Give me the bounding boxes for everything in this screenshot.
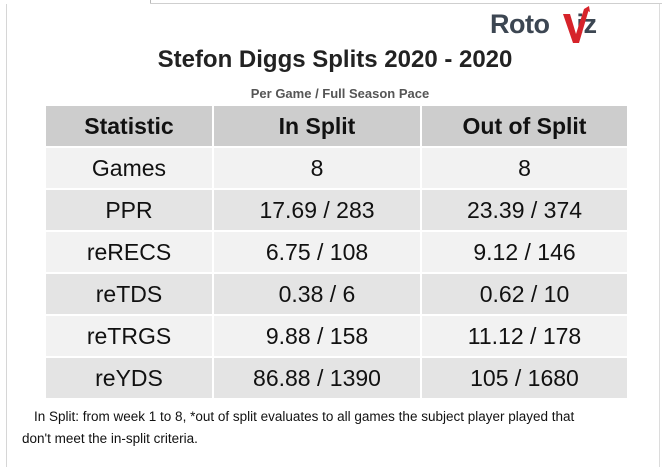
splits-table: Statistic In Split Out of Split Games 8 … [44,104,629,400]
out-of-split-cell: 105 / 1680 [420,356,629,400]
stat-name-cell: PPR [44,188,214,232]
in-split-cell: 9.88 / 158 [212,314,422,358]
column-header-in-split: In Split [212,104,422,148]
column-header-statistic: Statistic [44,104,214,148]
footnote-line-2: don't meet the in-split criteria. [22,431,198,446]
rotoviz-logo-v-mark-icon [563,6,590,43]
in-split-cell: 86.88 / 1390 [212,356,422,400]
in-split-cell: 0.38 / 6 [212,272,422,316]
table-row: reTDS 0.38 / 6 0.62 / 10 [44,272,629,316]
table-row: reRECS 6.75 / 108 9.12 / 146 [44,230,629,274]
frame-left-border [6,4,7,467]
footnote: In Split: from week 1 to 8, *out of spli… [22,406,642,450]
stat-name-cell: Games [44,146,214,190]
stat-name-cell: reTDS [44,272,214,316]
stat-name-cell: reRECS [44,230,214,274]
table-row: Games 8 8 [44,146,629,190]
in-split-cell: 17.69 / 283 [212,188,422,232]
table-row: reYDS 86.88 / 1390 105 / 1680 [44,356,629,400]
tab-edge [150,0,151,4]
frame-right-border [659,4,660,467]
out-of-split-cell: 0.62 / 10 [420,272,629,316]
footnote-line-1: In Split: from week 1 to 8, *out of spli… [34,409,575,424]
rotoviz-logo: Roto iz [490,4,620,44]
stat-name-cell: reTRGS [44,314,214,358]
in-split-cell: 6.75 / 108 [212,230,422,274]
out-of-split-cell: 23.39 / 374 [420,188,629,232]
table-header-row: Statistic In Split Out of Split [44,104,629,148]
page-subtitle: Per Game / Full Season Pace [250,86,430,101]
in-split-cell: 8 [212,146,422,190]
out-of-split-cell: 8 [420,146,629,190]
column-header-out-of-split: Out of Split [420,104,629,148]
table-row: reTRGS 9.88 / 158 11.12 / 178 [44,314,629,358]
window-frame-top [0,0,662,4]
logo-text-start: Roto [490,9,550,39]
table-row: PPR 17.69 / 283 23.39 / 374 [44,188,629,232]
out-of-split-cell: 11.12 / 178 [420,314,629,358]
tab-line [150,3,662,4]
page-title: Stefon Diggs Splits 2020 - 2020 [157,46,513,73]
stat-name-cell: reYDS [44,356,214,400]
out-of-split-cell: 9.12 / 146 [420,230,629,274]
